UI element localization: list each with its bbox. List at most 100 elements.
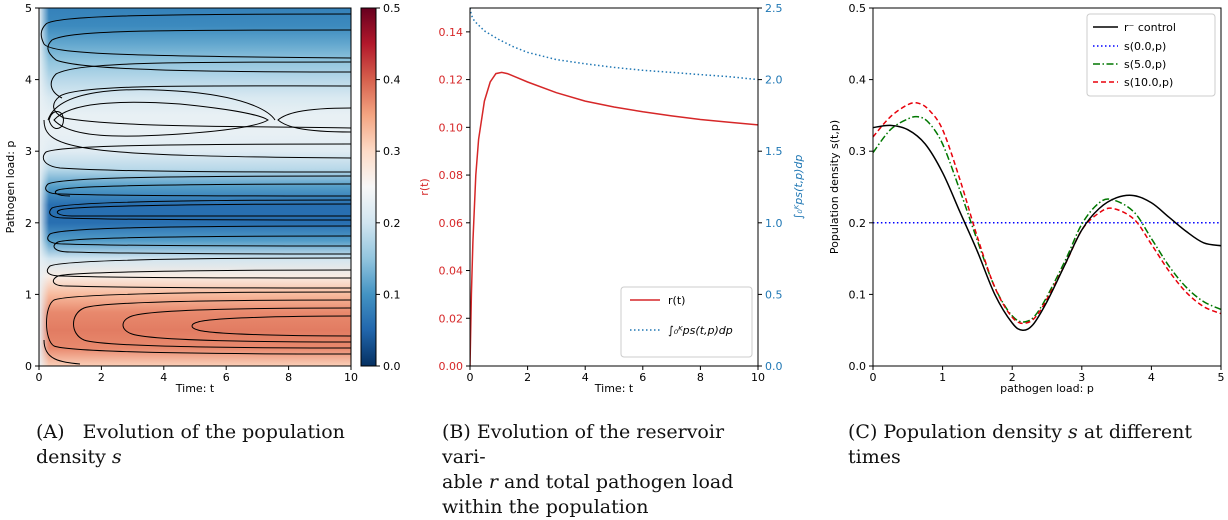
x-tick-label: 8 xyxy=(285,371,292,384)
panel-b-legend: r(t) ∫₀ᴷps(t,p)dp xyxy=(620,286,753,358)
y-tick-label: 0 xyxy=(25,360,32,373)
caption-a: (A) Evolution of the population density … xyxy=(36,420,386,470)
legend-label-s5: s(5.0,p) xyxy=(1124,58,1166,71)
caption-b-symbol: r xyxy=(488,471,498,493)
colorbar-tick-label: 0.5 xyxy=(383,2,401,15)
series-integral-line xyxy=(470,8,758,81)
y-tick-label: 0.1 xyxy=(849,288,867,301)
x-tick-label: 3 xyxy=(1078,371,1085,384)
colorbar-tick-label: 0.2 xyxy=(383,217,401,230)
colorbar-tick-label: 0.1 xyxy=(383,288,401,301)
legend-label-s0: s(0.0,p) xyxy=(1124,40,1166,53)
y-left-tick-label: 0.04 xyxy=(439,265,464,278)
caption-b-label: (B) xyxy=(442,421,471,443)
x-tick-label: 1 xyxy=(939,371,946,384)
panel-b-ylabel-left: r(t) xyxy=(418,178,431,195)
y-left-tick-label: 0.10 xyxy=(439,121,464,134)
x-tick-label: 4 xyxy=(1148,371,1155,384)
y-tick-label: 0.5 xyxy=(849,2,867,15)
panel-c-ylabel: Population density s(t,p) xyxy=(828,120,841,254)
caption-b: (B) Evolution of the reservoir vari- abl… xyxy=(442,420,772,520)
y-left-tick-label: 0.14 xyxy=(439,26,464,39)
y-left-tick-label: 0.08 xyxy=(439,169,464,182)
caption-b-text-3: within the population xyxy=(442,496,649,518)
y-tick-label: 5 xyxy=(25,2,32,15)
panel-a-ylabel: Pathogen load: p xyxy=(4,141,17,234)
x-tick-label: 5 xyxy=(1218,371,1225,384)
caption-c-text-1a: Population density xyxy=(883,421,1062,443)
y-tick-label: 1 xyxy=(25,288,32,301)
caption-b-text-2a: able xyxy=(442,471,483,493)
x-tick-label: 10 xyxy=(751,371,765,384)
y-right-tick-label: 1.5 xyxy=(765,145,783,158)
panel-c-xlabel: pathogen load: p xyxy=(1000,382,1094,395)
y-tick-label: 0.2 xyxy=(849,217,867,230)
x-tick-label: 6 xyxy=(639,371,646,384)
y-right-tick-label: 2.0 xyxy=(765,74,783,87)
caption-b-text-1: Evolution of the reservoir vari- xyxy=(442,421,725,468)
panel-c-legend: r⁻ control s(0.0,p) s(5.0,p) s(10.0,p) xyxy=(1086,13,1216,97)
y-right-tick-label: 0.5 xyxy=(765,288,783,301)
series-s5-line xyxy=(873,115,1221,323)
y-tick-label: 4 xyxy=(25,74,32,87)
x-tick-label: 0 xyxy=(36,371,43,384)
x-tick-label: 4 xyxy=(582,371,589,384)
colorbar-ticks: 0.0 0.1 0.2 0.3 0.4 0.5 xyxy=(376,2,401,373)
legend-label-integral: ∫₀ᴷps(t,p)dp xyxy=(668,324,733,337)
panel-a-frame xyxy=(38,7,352,367)
caption-c: (C) Population density s at different ti… xyxy=(848,420,1218,470)
y-tick-label: 0.3 xyxy=(849,145,867,158)
x-tick-label: 0 xyxy=(467,371,474,384)
panel-a-heatmap: 0 2 4 6 8 10 0 1 2 3 4 5 Time: t Pathogen load: p 0… xyxy=(4,2,401,395)
x-tick-label: 6 xyxy=(223,371,230,384)
colorbar-tick-label: 0.0 xyxy=(383,360,401,373)
x-tick-label: 4 xyxy=(160,371,167,384)
y-right-tick-label: 1.0 xyxy=(765,217,783,230)
series-control-line xyxy=(873,124,1221,331)
y-left-tick-label: 0.00 xyxy=(439,360,464,373)
caption-c-text-1b: at different xyxy=(1083,421,1192,443)
x-tick-label: 10 xyxy=(344,371,358,384)
y-left-tick-label: 0.06 xyxy=(439,217,464,230)
caption-b-text-2b: and total pathogen load xyxy=(504,471,734,493)
y-left-tick-label: 0.02 xyxy=(439,312,464,325)
series-r-line xyxy=(470,71,758,366)
panel-a-xlabel: Time: t xyxy=(175,382,215,395)
y-tick-label: 2 xyxy=(25,217,32,230)
contour-lines xyxy=(40,13,351,365)
heatmap-initial-strip xyxy=(39,8,49,366)
panel-b-ticks: 0 2 4 6 8 10 0.00 0.02 0.04 0.06 0.08 0.10 0.12 0.14 0… xyxy=(439,2,783,384)
y-left-tick-label: 0.12 xyxy=(439,74,464,87)
panel-c-line-chart: 0 1 2 3 4 5 0.0 0.1 0.2 0.3 0.4 0.5 pathogen load: … xyxy=(828,2,1225,395)
x-tick-label: 2 xyxy=(524,371,531,384)
x-tick-label: 2 xyxy=(98,371,105,384)
y-right-tick-label: 2.5 xyxy=(765,2,783,15)
y-right-tick-label: 0.0 xyxy=(765,360,783,373)
x-tick-label: 2 xyxy=(1009,371,1016,384)
caption-c-label: (C) xyxy=(848,421,878,443)
panel-b-line-chart: 0 2 4 6 8 10 0.00 0.02 0.04 0.06 0.08 0.10 0.12 0.14 0… xyxy=(418,2,805,395)
panel-b-ylabel-right: ∫₀ᴷps(t,p)dp xyxy=(792,155,805,220)
y-tick-label: 0.0 xyxy=(849,360,867,373)
caption-a-symbol: s xyxy=(111,446,122,468)
panel-b-xlabel: Time: t xyxy=(594,382,634,395)
colorbar xyxy=(360,7,377,367)
caption-a-text: Evolution of the population density xyxy=(36,421,345,468)
caption-c-symbol: s xyxy=(1068,421,1078,443)
legend-label-r: r(t) xyxy=(668,294,685,307)
y-tick-label: 3 xyxy=(25,145,32,158)
x-tick-label: 8 xyxy=(697,371,704,384)
x-tick-label: 0 xyxy=(870,371,877,384)
caption-a-label: (A) xyxy=(36,421,65,443)
y-tick-label: 0.4 xyxy=(849,74,867,87)
panel-b-frame xyxy=(469,7,759,367)
caption-c-text-2: times xyxy=(848,446,901,468)
panel-c-ticks: 0 1 2 3 4 5 0.0 0.1 0.2 0.3 0.4 0.5 xyxy=(849,2,1225,384)
colorbar-tick-label: 0.3 xyxy=(383,145,401,158)
series-s10-line xyxy=(873,101,1221,325)
legend-label-s10: s(10.0,p) xyxy=(1124,76,1173,89)
panel-a-ticks: 0 2 4 6 8 10 0 1 2 3 4 5 xyxy=(25,2,358,384)
colorbar-tick-label: 0.4 xyxy=(383,74,401,87)
legend-label-control: r⁻ control xyxy=(1124,21,1176,34)
